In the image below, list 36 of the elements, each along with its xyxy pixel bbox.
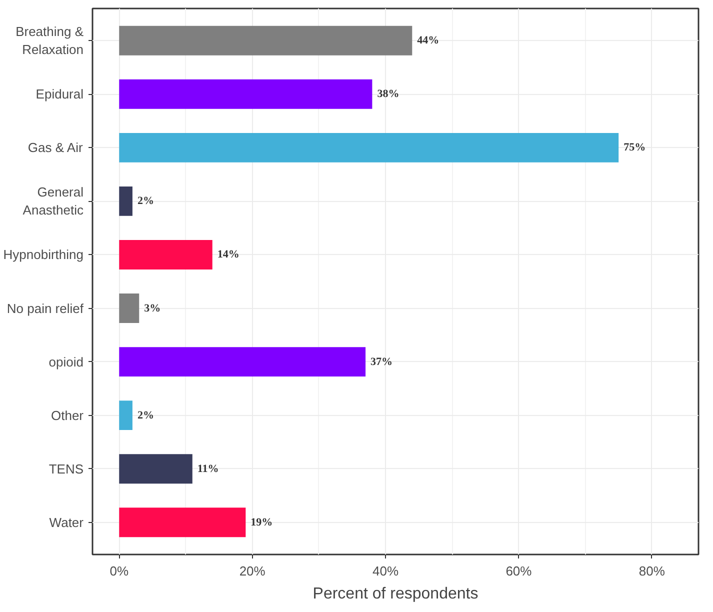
data-label: 44% xyxy=(417,34,440,47)
bar xyxy=(119,454,192,484)
x-tick-label: 60% xyxy=(506,564,532,578)
bar xyxy=(119,400,132,430)
y-tick-label: opioid xyxy=(48,354,84,370)
data-label: 38% xyxy=(377,88,400,100)
bar xyxy=(119,508,246,538)
data-label: 3% xyxy=(144,302,161,314)
data-label: 19% xyxy=(250,516,273,528)
bar xyxy=(119,347,366,377)
bar xyxy=(119,294,140,323)
data-label: 11% xyxy=(197,462,219,475)
y-tick-label: Water xyxy=(49,514,84,530)
bar xyxy=(119,132,619,162)
bar xyxy=(119,240,212,270)
y-tick-label: Hypnobirthing xyxy=(3,247,84,262)
bar xyxy=(119,186,132,216)
y-tick-label: No pain relief xyxy=(6,300,84,316)
data-label: 75% xyxy=(624,142,646,154)
x-tick-label: 0% xyxy=(110,564,129,578)
data-label: 14% xyxy=(217,248,240,261)
data-label: 2% xyxy=(137,195,154,208)
y-tick-label: Epidural xyxy=(36,86,84,102)
y-tick-label: Breathing & Relaxation xyxy=(16,24,84,58)
x-tick-label: 20% xyxy=(239,564,266,578)
y-tick-label: Other xyxy=(50,408,84,423)
data-label: 2% xyxy=(137,409,154,422)
x-axis-title: Percent of respondents xyxy=(312,586,478,602)
bar xyxy=(119,79,372,109)
y-tick-label: Gas & Air xyxy=(28,140,84,156)
y-tick-label: TENS xyxy=(48,461,84,476)
bar xyxy=(119,26,412,56)
x-tick-label: 80% xyxy=(638,564,666,578)
data-label: 37% xyxy=(370,356,393,368)
x-tick-label: 40% xyxy=(372,564,399,578)
y-tick-label: General Anasthetic xyxy=(22,184,84,218)
